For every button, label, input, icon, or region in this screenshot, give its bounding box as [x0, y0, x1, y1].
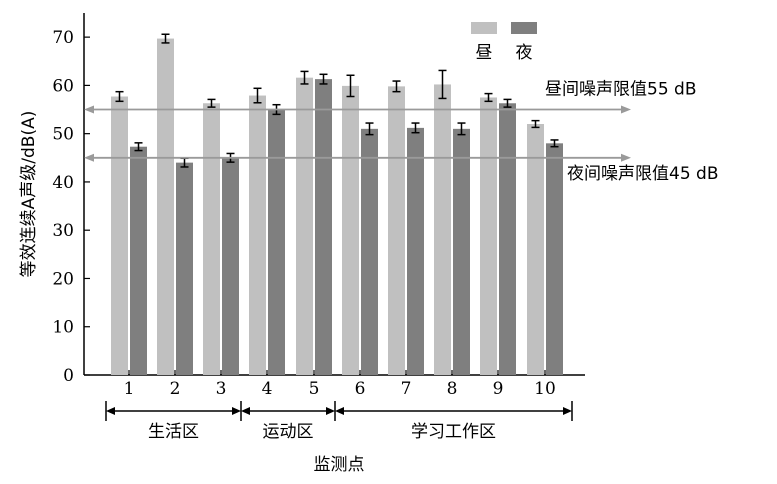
bar-day: [388, 86, 405, 376]
y-tick-label: 60: [52, 76, 74, 96]
zone-label: 生活区: [148, 422, 199, 442]
x-tick-label: 7: [401, 379, 412, 399]
zone-bracket-arrow-right: [326, 407, 335, 415]
x-tick-label: 10: [534, 379, 556, 399]
legend-label: 夜: [516, 43, 533, 63]
bar-night: [268, 109, 285, 376]
bar-day: [434, 84, 451, 376]
x-axis-label: 监测点: [314, 455, 365, 475]
bar-night: [130, 146, 147, 375]
y-axis-label: 等效连续A声级/dB(A): [19, 111, 39, 278]
zone-label: 运动区: [263, 422, 314, 442]
y-tick-label: 50: [52, 125, 74, 145]
y-tick-label: 30: [52, 221, 74, 241]
x-tick-label: 8: [447, 379, 458, 399]
x-tick-label: 9: [493, 379, 504, 399]
bar-night: [315, 79, 332, 375]
legend-label: 昼: [476, 43, 493, 63]
bar-day: [203, 103, 220, 375]
reference-line-label: 昼间噪声限值55 dB: [545, 80, 697, 100]
bar-day: [157, 38, 174, 376]
reference-arrow-right: [621, 153, 631, 162]
y-tick-label: 40: [52, 173, 74, 193]
bar-day: [296, 77, 313, 375]
bar-night: [546, 143, 563, 375]
reference-arrow-left: [84, 153, 94, 162]
bar-day: [480, 97, 497, 375]
bar-day: [249, 95, 266, 375]
bar-night: [222, 157, 239, 375]
x-tick-label: 4: [262, 379, 273, 399]
legend-swatch-night: [511, 22, 537, 34]
y-tick-label: 0: [63, 366, 74, 386]
zone-bracket-arrow-right: [563, 407, 572, 415]
bar-day: [111, 96, 128, 375]
bar-night: [176, 162, 193, 375]
bar-day: [342, 85, 359, 376]
zone-bracket-arrow-left: [241, 407, 250, 415]
x-tick-label: 1: [124, 379, 135, 399]
zone-label: 学习工作区: [411, 422, 496, 442]
legend-swatch-day: [471, 22, 497, 34]
bar-night: [453, 128, 470, 375]
reference-arrow-right: [621, 105, 631, 114]
y-tick-label: 10: [52, 318, 74, 338]
y-tick-label: 70: [52, 28, 74, 48]
x-tick-label: 3: [216, 379, 227, 399]
zone-bracket-arrow-left: [335, 407, 344, 415]
reference-line-label: 夜间噪声限值45 dB: [567, 164, 719, 184]
x-tick-label: 6: [355, 379, 366, 399]
y-tick-label: 20: [52, 269, 74, 289]
bar-night: [499, 103, 516, 375]
bar-day: [527, 124, 544, 375]
zone-bracket-arrow-right: [232, 407, 241, 415]
x-tick-label: 5: [309, 379, 320, 399]
bar-night: [361, 128, 378, 375]
reference-arrow-left: [84, 105, 94, 114]
zone-bracket-arrow-left: [106, 407, 115, 415]
bar-night: [407, 127, 424, 375]
x-tick-label: 2: [170, 379, 181, 399]
